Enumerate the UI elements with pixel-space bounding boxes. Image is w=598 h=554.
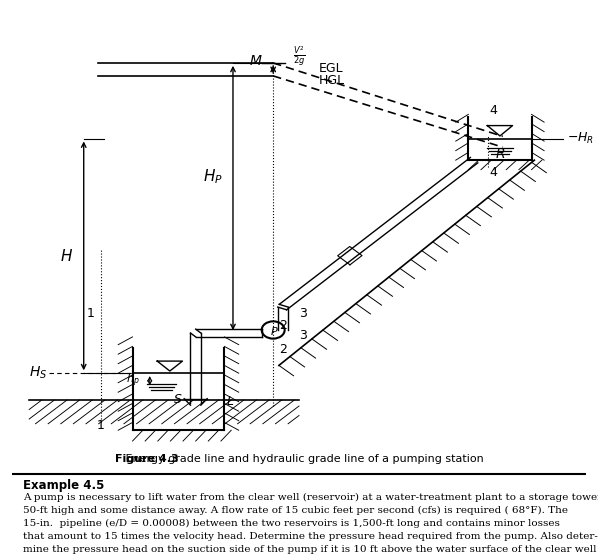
Text: A pump is necessary to lift water from the clear well (reservoir) at a water-tre: A pump is necessary to lift water from t… bbox=[23, 493, 598, 554]
Text: $S$: $S$ bbox=[173, 393, 182, 407]
Text: 2: 2 bbox=[279, 319, 288, 332]
Text: 4: 4 bbox=[489, 166, 497, 179]
Text: 2: 2 bbox=[279, 343, 288, 356]
Text: EGL: EGL bbox=[319, 61, 344, 75]
Text: HGL: HGL bbox=[319, 74, 345, 87]
Polygon shape bbox=[29, 400, 299, 424]
Text: $- H_R$: $- H_R$ bbox=[567, 131, 594, 146]
Text: $\frac{V^2}{2g}$: $\frac{V^2}{2g}$ bbox=[293, 44, 306, 68]
Text: $M$: $M$ bbox=[249, 54, 263, 68]
Text: 1: 1 bbox=[97, 419, 105, 432]
Text: $H_P$: $H_P$ bbox=[203, 167, 222, 186]
Text: 3: 3 bbox=[299, 307, 307, 320]
Text: 1: 1 bbox=[87, 307, 94, 320]
Polygon shape bbox=[279, 160, 535, 443]
Text: Figure 4.3: Figure 4.3 bbox=[115, 454, 179, 464]
Text: $H$: $H$ bbox=[60, 248, 74, 264]
Text: $h_p$: $h_p$ bbox=[126, 373, 139, 389]
Text: 3: 3 bbox=[299, 329, 307, 342]
Text: Energy grade line and hydraulic grade line of a pumping station: Energy grade line and hydraulic grade li… bbox=[115, 454, 483, 464]
Text: $P$: $P$ bbox=[270, 325, 279, 337]
Text: 4: 4 bbox=[489, 104, 497, 117]
Text: Example 4.5: Example 4.5 bbox=[23, 479, 105, 491]
Text: $H_S$: $H_S$ bbox=[29, 365, 47, 381]
Text: $L$: $L$ bbox=[226, 395, 234, 408]
Text: $R$: $R$ bbox=[495, 147, 505, 161]
